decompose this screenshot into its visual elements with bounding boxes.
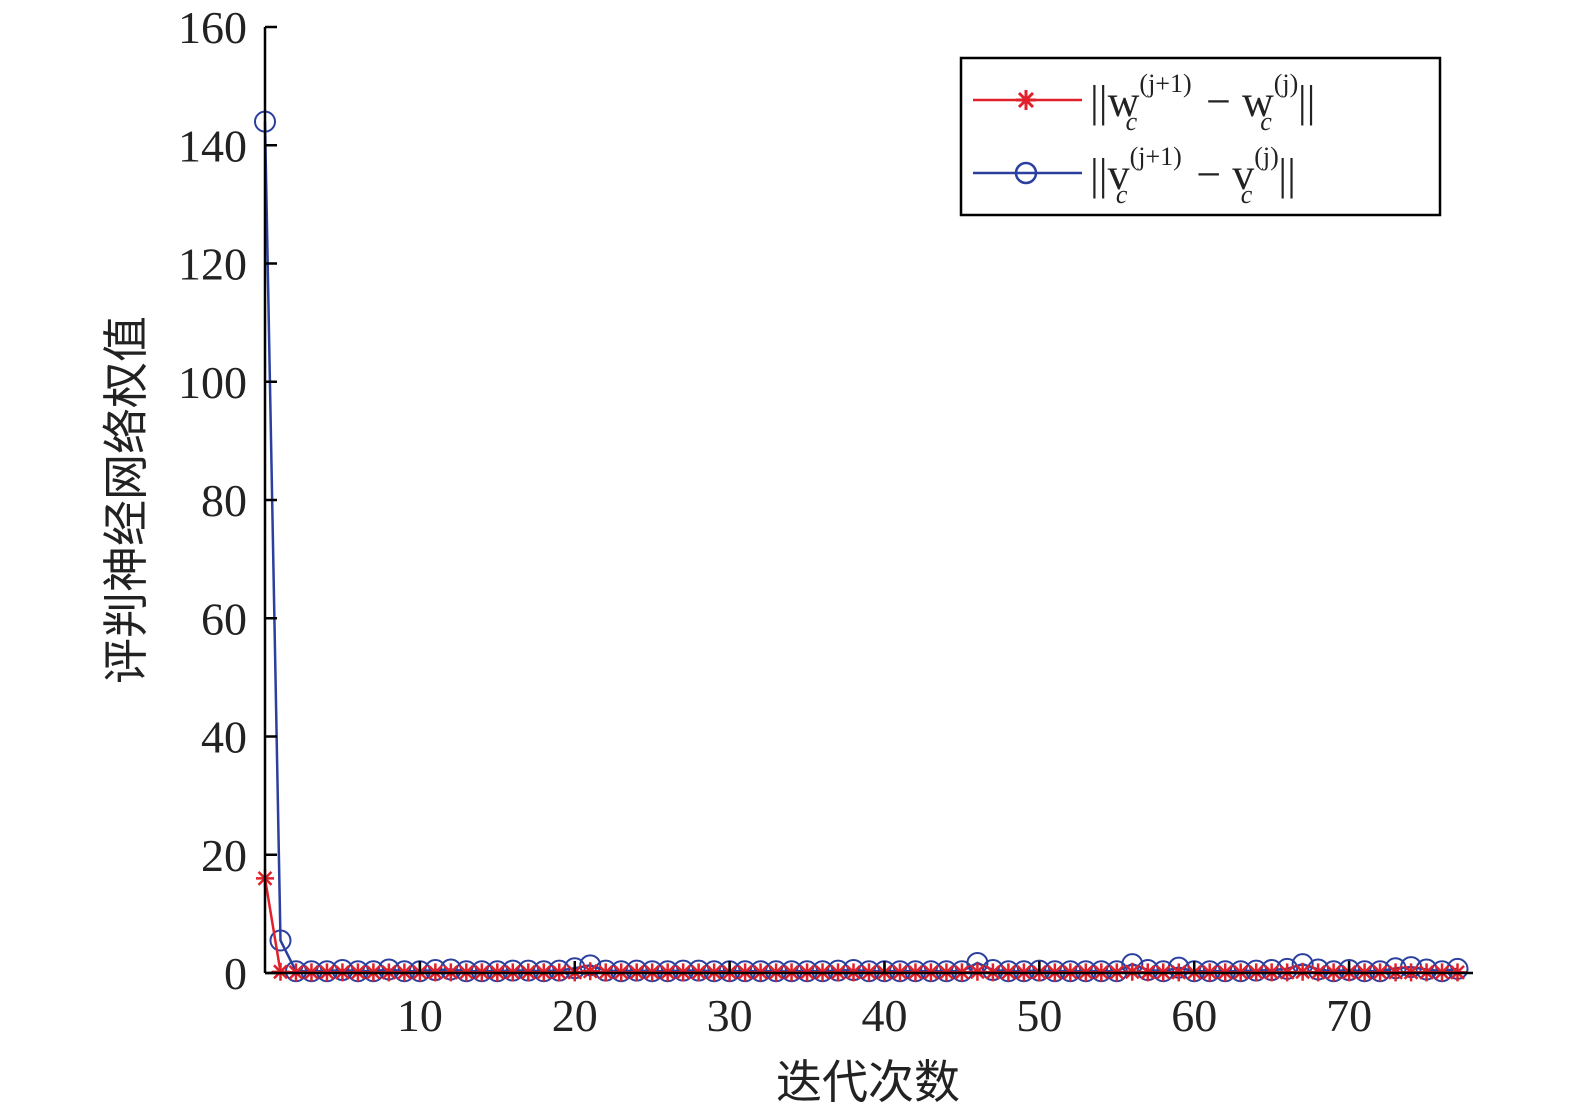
x-tick-label: 40 [861, 990, 907, 1041]
series-line [263, 121, 1458, 973]
y-tick-label: 140 [178, 120, 247, 171]
legend-label-w: ||w(j+1) c − w(j) c || [1090, 69, 1315, 136]
y-tick-label: 120 [178, 239, 247, 290]
y-tick-label: 80 [201, 475, 247, 526]
y-tick-label: 60 [201, 593, 247, 644]
y-axis-label: 评判神经网络权值 [99, 316, 153, 684]
tick-labels: 0 20 40 60 80 100 120 140 160 10 20 30 40 50 60 70 [178, 2, 1372, 1041]
y-tick-label: 100 [178, 357, 247, 408]
x-tick-label: 10 [397, 990, 443, 1041]
data-point [269, 929, 292, 952]
axes [263, 25, 1473, 975]
y-tick-label: 160 [178, 2, 247, 53]
legend-marker-w [1016, 90, 1036, 110]
legend-marker-v [1014, 161, 1038, 185]
x-tick-label: 20 [552, 990, 598, 1041]
x-tick-label: 60 [1171, 990, 1217, 1041]
legend: ||w(j+1) c − w(j) c || ||v(j+1) c − v(j) c || [959, 56, 1442, 217]
y-tick-label: 20 [201, 830, 247, 881]
series-line [263, 878, 1458, 974]
series-v [254, 110, 1469, 983]
plot-marks [254, 110, 1469, 983]
x-axis-label: 迭代次数 [776, 1055, 960, 1109]
legend-box [959, 56, 1442, 217]
legend-entry-w: ||w(j+1) c − w(j) c || [973, 69, 1315, 136]
x-tick-label: 50 [1016, 990, 1062, 1041]
legend-entry-v: ||v(j+1) c − v(j) c || [973, 142, 1296, 209]
data-point [581, 962, 600, 981]
legend-label-v: ||v(j+1) c − v(j) c || [1090, 142, 1296, 209]
y-tick-label: 40 [201, 712, 247, 763]
x-tick-label: 30 [707, 990, 753, 1041]
x-tick-label: 70 [1326, 990, 1372, 1041]
y-tick-label: 0 [224, 948, 247, 999]
